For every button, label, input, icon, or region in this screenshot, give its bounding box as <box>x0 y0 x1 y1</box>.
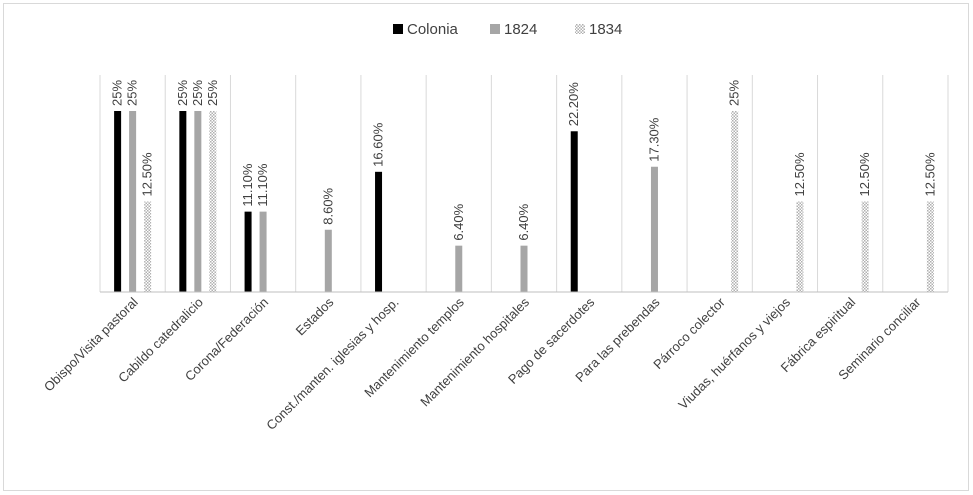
data-label-colonia-corona-federacion: 11.10% <box>240 163 255 207</box>
bar-colonia-pago-de-sacerdotes <box>570 131 578 292</box>
data-label-1834-parroco-colector: 25% <box>727 80 742 106</box>
bar-colonia-const-manten-iglesias-y-hosp <box>375 171 383 292</box>
bar-1824-cabildo-catedralicio <box>194 111 202 292</box>
legend-swatch-1824 <box>490 24 500 34</box>
bar-1834-viudas-huerfanos-y-viejos <box>796 201 804 292</box>
tick-label-const-manten-iglesias-y-hosp: Const./manten. iglesias y hosp. <box>263 295 401 433</box>
bar-colonia-cabildo-catedralicio <box>179 111 187 292</box>
data-label-1824-corona-federacion: 11.10% <box>255 163 270 207</box>
data-label-1824-mantenimiento-templos: 6.40% <box>451 203 466 240</box>
data-label-1824-estados: 8.60% <box>320 187 335 224</box>
bar-1834-obispo-visita-pastoral <box>144 201 152 292</box>
legend-swatch-1834 <box>575 24 585 34</box>
bar-1824-estados <box>324 229 332 292</box>
data-label-1824-para-las-prebendas: 17.30% <box>646 117 661 162</box>
category-gridlines <box>99 75 949 292</box>
legend-swatch-colonia <box>393 24 403 34</box>
bars-group <box>114 111 934 292</box>
data-label-1824-cabildo-catedralicio: 25% <box>190 80 205 106</box>
bar-1834-seminario-conciliar <box>926 201 934 292</box>
bar-1824-obispo-visita-pastoral <box>129 111 137 292</box>
tick-label-viudas-huerfanos-y-viejos: Viudas, huérfanos y viejos <box>675 294 793 412</box>
bar-1834-cabildo-catedralicio <box>209 111 217 292</box>
data-label-1834-obispo-visita-pastoral: 12.50% <box>140 152 155 197</box>
data-labels-group: 25% 25%12.50%25% 25% 25%11.10% 11.10% 8.60%16… <box>110 80 938 241</box>
data-label-1824-obispo-visita-pastoral: 25% <box>125 80 140 106</box>
bar-1824-para-las-prebendas <box>650 166 658 292</box>
data-label-colonia-obispo-visita-pastoral: 25% <box>110 80 125 106</box>
bar-1834-fabrica-espiritual <box>861 201 869 292</box>
data-label-colonia-cabildo-catedralicio: 25% <box>175 80 190 106</box>
bar-colonia-obispo-visita-pastoral <box>114 111 122 292</box>
data-label-1834-cabildo-catedralicio: 25% <box>205 80 220 106</box>
tick-label-estados: Estados <box>293 294 337 338</box>
bar-colonia-corona-federacion <box>244 211 252 292</box>
bar-1824-mantenimiento-templos <box>455 245 463 292</box>
data-label-1834-fabrica-espiritual: 12.50% <box>857 152 872 197</box>
bar-1824-mantenimiento-hospitales <box>520 245 528 292</box>
data-label-1834-viudas-huerfanos-y-viejos: 12.50% <box>792 152 807 197</box>
data-label-1834-seminario-conciliar: 12.50% <box>922 152 937 197</box>
legend-label-1834: 1834 <box>589 21 622 38</box>
tick-label-mantenimiento-hospitales: Mantenimiento hospitales <box>417 294 532 409</box>
bar-1824-corona-federacion <box>259 211 267 292</box>
data-label-colonia-const-manten-iglesias-y-hosp: 16.60% <box>371 122 386 167</box>
legend-label-1824: 1824 <box>504 21 537 38</box>
chart-frame <box>3 3 969 491</box>
bar-1834-parroco-colector <box>731 111 739 292</box>
data-label-colonia-pago-de-sacerdotes: 22.20% <box>566 82 581 127</box>
legend: Colonia 1824 1834 <box>393 21 622 38</box>
legend-label-colonia: Colonia <box>407 21 459 38</box>
data-label-1824-mantenimiento-hospitales: 6.40% <box>516 203 531 240</box>
